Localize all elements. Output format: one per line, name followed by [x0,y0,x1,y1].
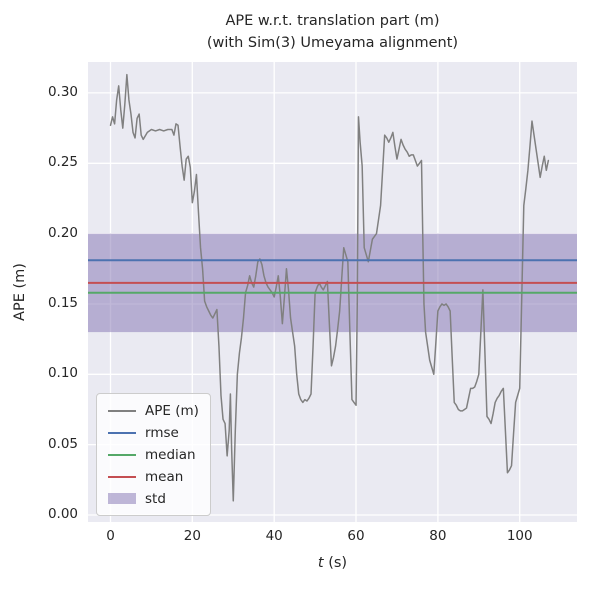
legend-item-ape-m: APE (m) [108,402,199,419]
x-axis-unit: (s) [323,555,348,571]
y-tick-label: 0.00 [47,505,78,522]
x-axis-label: t (s) [88,555,577,571]
chart-title: APE w.r.t. translation part (m) (with Si… [88,11,577,55]
y-tick-label: 0.10 [47,365,78,382]
legend-swatch [108,431,136,434]
y-tick-label: 0.20 [47,224,78,241]
y-axis-label: APE (m) [12,263,28,321]
legend-swatch [108,409,136,412]
chart-title-line1: APE w.r.t. translation part (m) [225,13,440,29]
x-axis-variable: t [317,555,324,571]
legend-label: std [145,490,166,507]
x-tick-label: 20 [183,528,201,544]
legend-item-mean: mean [108,468,199,485]
legend-label: median [145,446,196,463]
legend: APE (m) rmse median mean std [96,393,211,516]
x-tick-label: 80 [429,528,447,544]
legend-item-std: std [108,490,199,507]
legend-item-median: median [108,446,199,463]
y-tick-label: 0.30 [47,83,78,100]
x-tick-label: 40 [265,528,283,544]
legend-label: rmse [145,424,179,441]
legend-swatch [108,453,136,456]
legend-label: mean [145,468,184,485]
y-tick-label: 0.25 [47,154,78,171]
legend-swatch [108,475,136,478]
y-tick-label: 0.05 [47,435,78,452]
y-tick-label: 0.15 [47,294,78,311]
legend-item-rmse: rmse [108,424,199,441]
x-tick-label: 0 [106,528,115,544]
ape-series-line [109,73,550,502]
legend-label: APE (m) [145,402,199,419]
chart-title-line2: (with Sim(3) Umeyama alignment) [206,34,459,51]
x-tick-label: 100 [506,528,533,544]
legend-swatch [108,493,136,504]
x-tick-label: 60 [347,528,365,544]
